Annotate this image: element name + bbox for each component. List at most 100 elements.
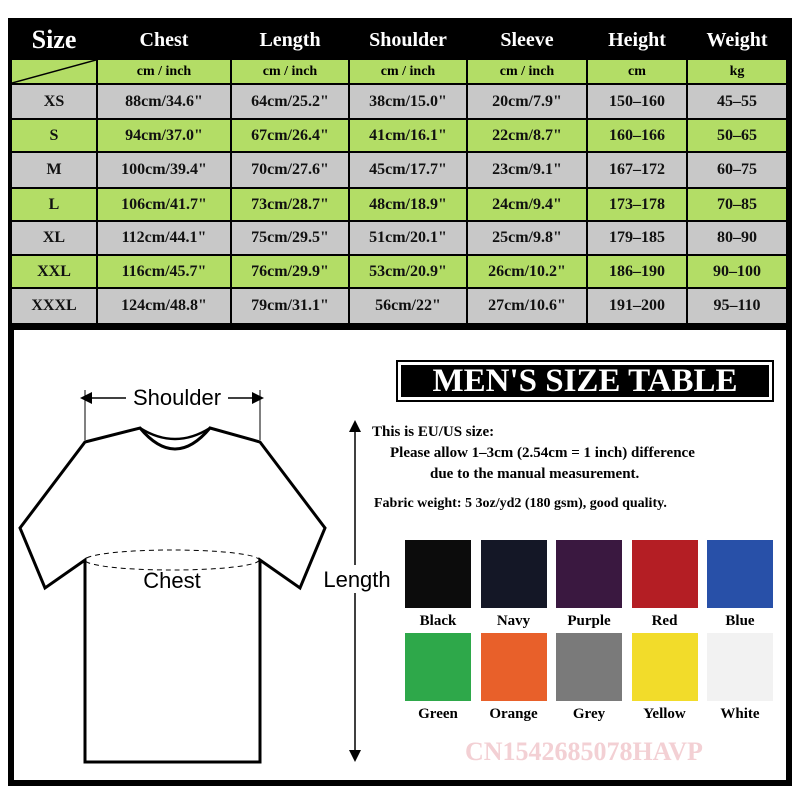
size-label: XL bbox=[12, 222, 96, 254]
size-cell: 76cm/29.9" bbox=[232, 256, 348, 287]
size-cell: 45cm/17.7" bbox=[350, 153, 466, 187]
size-cell: 23cm/9.1" bbox=[468, 153, 586, 187]
watermark: CN1542685078HAVP bbox=[465, 737, 703, 766]
unit-cell: cm / inch bbox=[232, 60, 348, 83]
diagonal bbox=[12, 60, 96, 83]
color-name: Purple bbox=[567, 612, 611, 629]
size-label: M bbox=[12, 153, 96, 187]
size-cell: 70cm/27.6" bbox=[232, 153, 348, 187]
color-name: Blue bbox=[725, 612, 755, 629]
size-cell: 22cm/8.7" bbox=[468, 120, 586, 151]
size-cell: 106cm/41.7" bbox=[98, 189, 230, 220]
size-label: XXXL bbox=[12, 289, 96, 323]
size-cell: 124cm/48.8" bbox=[98, 289, 230, 323]
unit-cell: cm bbox=[588, 60, 686, 83]
unit-cell: kg bbox=[688, 60, 786, 83]
size-cell: 38cm/15.0" bbox=[350, 85, 466, 118]
size-cell: 50–65 bbox=[688, 120, 786, 151]
header-corner bbox=[12, 60, 96, 83]
color-name: Green bbox=[418, 705, 458, 722]
column-header: Sleeve bbox=[468, 22, 586, 58]
size-cell: 90–100 bbox=[688, 256, 786, 287]
color-swatch bbox=[556, 633, 622, 701]
size-cell: 48cm/18.9" bbox=[350, 189, 466, 220]
color-name: Orange bbox=[489, 705, 538, 722]
column-header: Weight bbox=[688, 22, 786, 58]
size-cell: 160–166 bbox=[588, 120, 686, 151]
note: This is EU/US size: bbox=[372, 424, 495, 440]
collar bbox=[139, 426, 211, 441]
shirt-outline bbox=[18, 426, 327, 764]
color-name: Navy bbox=[496, 612, 531, 629]
chest-label: Chest bbox=[143, 568, 200, 593]
chest-line bbox=[84, 549, 260, 571]
size-cell: 70–85 bbox=[688, 189, 786, 220]
size-cell: 80–90 bbox=[688, 222, 786, 254]
size-cell: 112cm/44.1" bbox=[98, 222, 230, 254]
size-cell: 116cm/45.7" bbox=[98, 256, 230, 287]
color-swatch bbox=[405, 540, 471, 608]
note: Please allow 1–3cm (2.54cm = 1 inch) dif… bbox=[390, 445, 695, 461]
size-cell: 100cm/39.4" bbox=[98, 153, 230, 187]
length-label: Length bbox=[323, 567, 390, 592]
size-label: XXL bbox=[12, 256, 96, 287]
color-name: Black bbox=[419, 612, 457, 629]
size-cell: 88cm/34.6" bbox=[98, 85, 230, 118]
color-name: White bbox=[720, 705, 760, 722]
size-cell: 60–75 bbox=[688, 153, 786, 187]
label-bg bbox=[318, 565, 394, 593]
color-name: Red bbox=[651, 612, 678, 629]
color-swatch bbox=[631, 540, 698, 608]
color-swatch bbox=[480, 540, 547, 608]
size-cell: 45–55 bbox=[688, 85, 786, 118]
color-name: Yellow bbox=[643, 705, 686, 722]
size-cell: 24cm/9.4" bbox=[468, 189, 586, 220]
color-name: Grey bbox=[572, 705, 606, 722]
size-cell: 73cm/28.7" bbox=[232, 189, 348, 220]
size-cell: 51cm/20.1" bbox=[350, 222, 466, 254]
size-cell: 64cm/25.2" bbox=[232, 85, 348, 118]
size-cell: 25cm/9.8" bbox=[468, 222, 586, 254]
size-cell: 79cm/31.1" bbox=[232, 289, 348, 323]
size-cell: 53cm/20.9" bbox=[350, 256, 466, 287]
column-header: Length bbox=[232, 22, 348, 58]
size-label: XS bbox=[12, 85, 96, 118]
size-cell: 26cm/10.2" bbox=[468, 256, 586, 287]
unit-cell: cm / inch bbox=[98, 60, 230, 83]
size-cell: 41cm/16.1" bbox=[350, 120, 466, 151]
size-cell: 179–185 bbox=[588, 222, 686, 254]
size-cell: 173–178 bbox=[588, 189, 686, 220]
color-swatch bbox=[631, 633, 698, 701]
color-swatch bbox=[707, 540, 773, 608]
size-cell: 167–172 bbox=[588, 153, 686, 187]
size-cell: 27cm/10.6" bbox=[468, 289, 586, 323]
note: due to the manual measurement. bbox=[430, 466, 640, 482]
color-swatch bbox=[556, 540, 622, 608]
shoulder-label: Shoulder bbox=[133, 385, 221, 410]
unit-cell: cm / inch bbox=[350, 60, 466, 83]
size-cell: 94cm/37.0" bbox=[98, 120, 230, 151]
column-header: Height bbox=[588, 22, 686, 58]
size-cell: 186–190 bbox=[588, 256, 686, 287]
column-header: Shoulder bbox=[350, 22, 466, 58]
color-swatch bbox=[480, 633, 547, 701]
column-header: Size bbox=[12, 22, 96, 58]
size-cell: 191–200 bbox=[588, 289, 686, 323]
column-header: Chest bbox=[98, 22, 230, 58]
color-swatch bbox=[405, 633, 471, 701]
size-cell: 75cm/29.5" bbox=[232, 222, 348, 254]
size-cell: 95–110 bbox=[688, 289, 786, 323]
note: Fabric weight: 5 3oz/yd2 (180 gsm), good… bbox=[374, 496, 667, 511]
label-bg bbox=[126, 385, 228, 409]
size-label: L bbox=[12, 189, 96, 220]
color-swatch bbox=[707, 633, 773, 701]
size-cell: 56cm/22" bbox=[350, 289, 466, 323]
unit-cell: cm / inch bbox=[468, 60, 586, 83]
size-cell: 150–160 bbox=[588, 85, 686, 118]
size-label: S bbox=[12, 120, 96, 151]
size-cell: 67cm/26.4" bbox=[232, 120, 348, 151]
size-cell: 20cm/7.9" bbox=[468, 85, 586, 118]
title: MEN'S SIZE TABLE bbox=[396, 360, 774, 402]
